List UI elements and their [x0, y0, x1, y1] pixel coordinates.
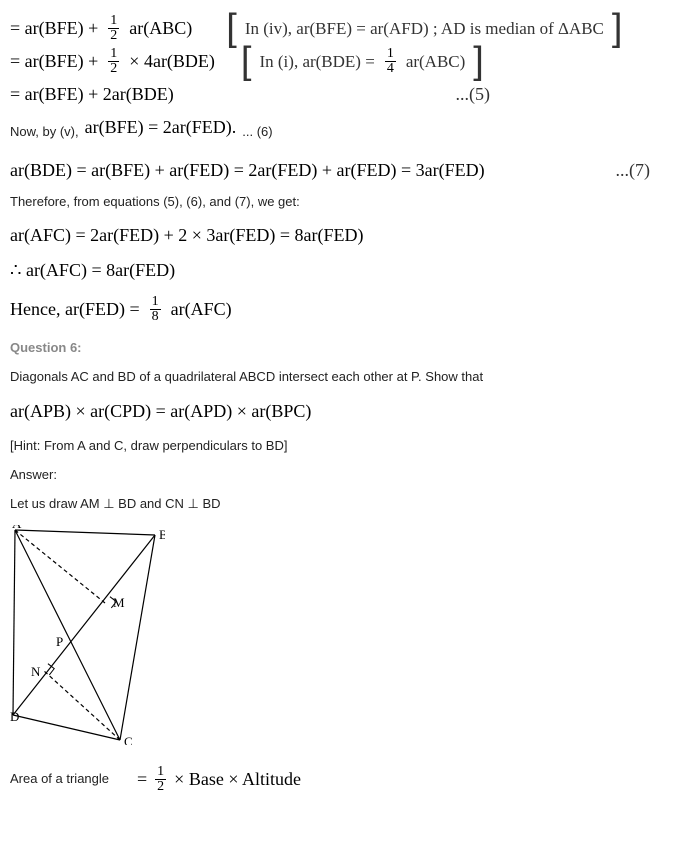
eq2-frac: 1 2 [108, 47, 119, 76]
eq2-note-suffix: ar(ABC) [406, 48, 465, 75]
eq2-lhs: = ar(BFE) + [10, 47, 98, 76]
svg-text:M: M [113, 595, 125, 610]
question-text: Diagonals AC and BD of a quadrilateral A… [10, 367, 674, 388]
eq4-expr: ar(BFE) = 2ar(FED). [85, 113, 237, 152]
eq4-num: ... (6) [242, 122, 272, 143]
equation-2: = ar(BFE) + 1 2 × 4ar(BDE) [ In (i), ar(… [10, 47, 674, 76]
draw-text: Let us draw AM ⊥ BD and CN ⊥ BD [10, 494, 674, 515]
eq3-num: ...(5) [456, 80, 491, 109]
therefore-text: Therefore, from equations (5), (6), and … [10, 192, 674, 213]
eq2-mid: × 4ar(BDE) [129, 47, 215, 76]
eq1-lhs: = ar(BFE) + [10, 14, 98, 43]
area-prefix: Area of a triangle [10, 769, 109, 790]
eq5-expr: ar(BDE) = ar(BFE) + ar(FED) = 2ar(FED) +… [10, 156, 485, 185]
equation-7b: ∴ ar(AFC) = 8ar(FED) [10, 256, 674, 285]
area-frac: 1 2 [155, 765, 166, 794]
equation-hence: Hence, ar(FED) = 1 8 ar(AFC) [10, 295, 674, 324]
eq8-suffix: ar(AFC) [171, 295, 232, 324]
svg-text:N: N [31, 664, 41, 679]
area-mid: × Base × Altitude [174, 765, 301, 794]
line-now: Now, by (v), ar(BFE) = 2ar(FED). ... (6) [10, 113, 674, 152]
bracket-open: [ [226, 19, 237, 38]
eq2-note-prefix: In (i), ar(BDE) = [259, 48, 374, 75]
area-eq-sign: = [137, 765, 147, 794]
svg-text:A: A [12, 525, 22, 531]
eq8-prefix: Hence, ar(FED) = [10, 295, 140, 324]
svg-text:P: P [56, 634, 63, 649]
eq1-frac: 1 2 [108, 14, 119, 43]
eq8-frac: 1 8 [150, 295, 161, 324]
diagram-svg: A B D C P M N [10, 525, 165, 745]
svg-text:D: D [10, 709, 19, 724]
svg-text:B: B [159, 527, 165, 542]
now-text: Now, by (v), [10, 122, 79, 143]
eq5-num: ...(7) [616, 156, 651, 185]
quadrilateral-diagram: A B D C P M N [10, 525, 674, 752]
question-equation: ar(APB) × ar(CPD) = ar(APD) × ar(BPC) [10, 397, 674, 426]
equation-1: = ar(BFE) + 1 2 ar(ABC) [ In (iv), ar(BF… [10, 14, 674, 43]
equation-6: ar(AFC) = 2ar(FED) + 2 × 3ar(FED) = 8ar(… [10, 221, 674, 250]
question-heading: Question 6: [10, 338, 674, 359]
eq1-mid: ar(ABC) [129, 14, 192, 43]
eq2-note-frac: 1 4 [385, 47, 396, 76]
equation-7: ar(BDE) = ar(BFE) + ar(FED) = 2ar(FED) +… [10, 156, 650, 185]
bracket-close: ] [612, 19, 623, 38]
answer-label: Answer: [10, 465, 674, 486]
area-formula-line: Area of a triangle = 1 2 × Base × Altitu… [10, 761, 674, 798]
bracket-open-2: [ [241, 52, 252, 71]
eq1-note: In (iv), ar(BFE) = ar(AFD) ; AD is media… [245, 15, 604, 42]
svg-text:C: C [124, 734, 133, 745]
hint-text: [Hint: From A and C, draw perpendiculars… [10, 436, 674, 457]
eq3-lhs: = ar(BFE) + 2ar(BDE) [10, 80, 174, 109]
equation-3: = ar(BFE) + 2ar(BDE) ...(5) [10, 80, 490, 109]
bracket-close-2: ] [473, 52, 484, 71]
